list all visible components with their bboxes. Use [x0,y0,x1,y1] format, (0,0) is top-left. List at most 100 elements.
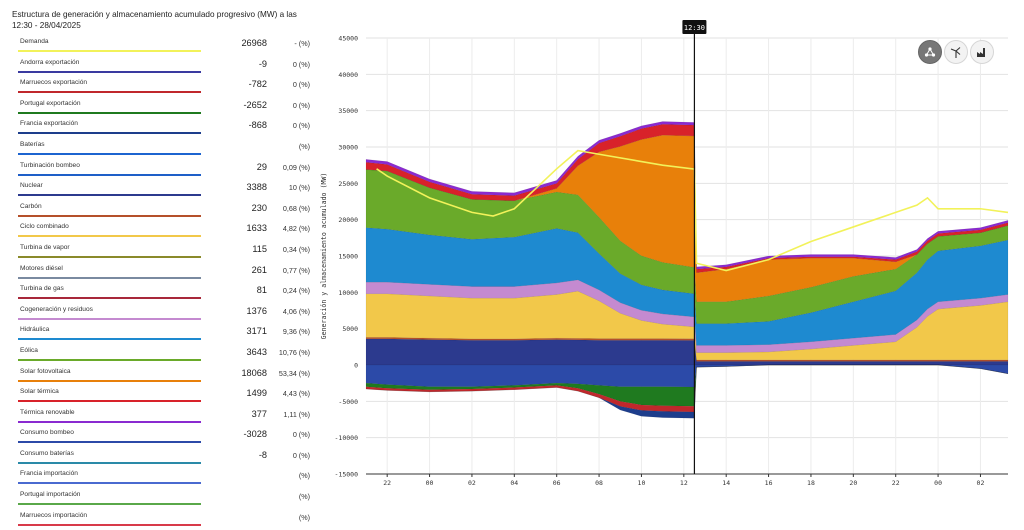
legend-color-line [18,461,201,464]
legend-item[interactable]: Consumo bombeo -3028 0 (%) [18,427,310,448]
time-marker-label: 12:30 [684,24,705,32]
legend-value: 81 [256,285,267,296]
legend-label: Nuclear [20,182,43,190]
legend-item[interactable]: Carbón 230 0,68 (%) [18,201,310,222]
legend-color-line [18,400,201,403]
legend-value: 3388 [246,182,267,193]
x-tick-label: 22 [383,479,391,487]
legend-item[interactable]: Cogeneración y residuos 1376 4,06 (%) [18,304,310,325]
legend-label: Motores diésel [20,264,63,272]
legend-item[interactable]: Andorra exportación -9 0 (%) [18,57,310,78]
chart-area[interactable]: -15000 -10000 -5000 0 5000 10000 15000 20000 250… [320,18,1020,518]
legend-label: Francia exportación [20,120,78,128]
legend-item[interactable]: Térmica renovable 377 1,11 (%) [18,407,310,428]
legend-percent: 4,82 (%) [282,224,310,234]
factory-icon[interactable] [970,40,994,64]
legend-percent: 10 (%) [288,183,310,193]
legend-color-line [18,358,201,361]
legend-color-line [18,194,201,197]
legend-item[interactable]: Marruecos importación (%) [18,510,310,530]
legend-percent: - (%) [294,39,310,48]
x-tick-label: 08 [595,479,603,487]
legend-percent: 53,34 (%) [278,368,310,378]
legend-label: Demanda [20,38,49,45]
area-series [365,279,1009,353]
legend-color-line [18,111,201,114]
legend-percent: 4,43 (%) [282,389,310,399]
legend-color-line [18,276,201,279]
legend-label: Marruecos exportación [20,79,88,87]
legend-percent: (%) [298,471,310,481]
time-marker-badge [682,20,707,34]
x-tick-label: 00 [426,479,434,487]
legend-item[interactable]: Hidráulica 3171 9,36 (%) [18,324,310,345]
legend-value: 3171 [246,326,267,337]
legend-percent: 0 (%) [292,121,310,131]
legend-item[interactable]: Motores diésel 261 0,77 (%) [18,263,310,284]
legend-item[interactable]: Consumo baterías -8 0 (%) [18,448,310,469]
legend-color-line [18,338,201,341]
legend-label: Portugal importación [20,491,81,499]
y-tick-label: 45000 [338,35,358,43]
x-tick-label: 16 [765,479,773,487]
legend-item[interactable]: Portugal importación (%) [18,489,310,510]
legend-label: Cogeneración y residuos [20,305,93,313]
legend-label: Baterías [20,140,45,148]
x-tick-label: 10 [638,479,646,487]
legend-item[interactable]: Nuclear 3388 10 (%) [18,180,310,201]
legend-item[interactable]: Solar térmica 1499 4,43 (%) [18,386,310,407]
legend-value: 115 [252,243,267,254]
legend-color-line [18,70,201,73]
legend-color-line [18,420,201,423]
legend-label: Turbina de gas [20,285,64,293]
legend-value: -782 [248,79,267,90]
legend-value: 26968 [241,38,267,48]
legend-label: Consumo baterías [20,449,74,457]
legend-percent: 0 (%) [292,450,310,460]
legend-percent: 0 (%) [292,80,310,90]
x-tick-label: 06 [553,479,561,487]
stacked-area-chart[interactable]: -15000 -10000 -5000 0 5000 10000 15000 20000 250… [320,18,1020,518]
legend-label: Marruecos importación [20,511,88,519]
legend-color-line [18,379,201,382]
x-tick-label: 20 [849,479,857,487]
legend-item[interactable]: Portugal exportación -2652 0 (%) [18,98,310,119]
legend-item[interactable]: Solar fotovoltaica 18068 53,34 (%) [18,366,310,387]
legend-item[interactable]: Demanda 26968 - (%) [18,36,310,57]
x-tick-label: 12 [680,479,688,487]
legend-percent: 0,09 (%) [282,162,310,172]
legend-percent: 0,68 (%) [282,203,310,213]
legend-color-line [18,132,201,135]
negative-area-series [365,364,1009,419]
legend-item[interactable]: Ciclo combinado 1633 4,82 (%) [18,221,310,242]
x-tick-label: 22 [892,479,900,487]
legend-percent: 1,11 (%) [283,409,310,419]
legend-item[interactable]: Francia exportación -868 0 (%) [18,118,310,139]
legend-value: 1376 [246,305,267,316]
legend-percent: 0 (%) [292,430,310,440]
legend-list: Demanda 26968 - (%) Andorra exportación -9 0 … [18,36,310,530]
area-series [365,290,1009,361]
legend-label: Turbina de vapor [20,243,70,251]
legend-color-line [18,503,201,506]
legend-color-line [18,523,201,526]
legend-item[interactable]: Turbinación bombeo 29 0,09 (%) [18,160,310,181]
legend-percent: 0,77 (%) [282,265,310,275]
legend-value: 1633 [246,223,267,234]
legend-item[interactable]: Turbina de gas 81 0,24 (%) [18,283,310,304]
legend-item[interactable]: Marruecos exportación -782 0 (%) [18,77,310,98]
y-axis-label: Generación y almacenamiento acumulado (M… [320,173,328,340]
legend-item[interactable]: Eólica 3643 10,76 (%) [18,345,310,366]
network-icon[interactable] [918,40,942,64]
legend-value: 377 [251,408,267,419]
legend-color-line [18,255,201,258]
legend-item[interactable]: Turbina de vapor 115 0,34 (%) [18,242,310,263]
legend-item[interactable]: Baterías (%) [18,139,310,160]
legend-item[interactable]: Francia importación (%) [18,468,310,489]
x-tick-label: 02 [468,479,476,487]
legend-percent: (%) [298,492,310,502]
y-tick-label: -10000 [335,434,359,442]
legend-color-line [18,317,201,320]
wind-turbine-icon[interactable] [944,40,968,64]
chart-title: Estructura de generación y almacenamient… [12,10,297,30]
